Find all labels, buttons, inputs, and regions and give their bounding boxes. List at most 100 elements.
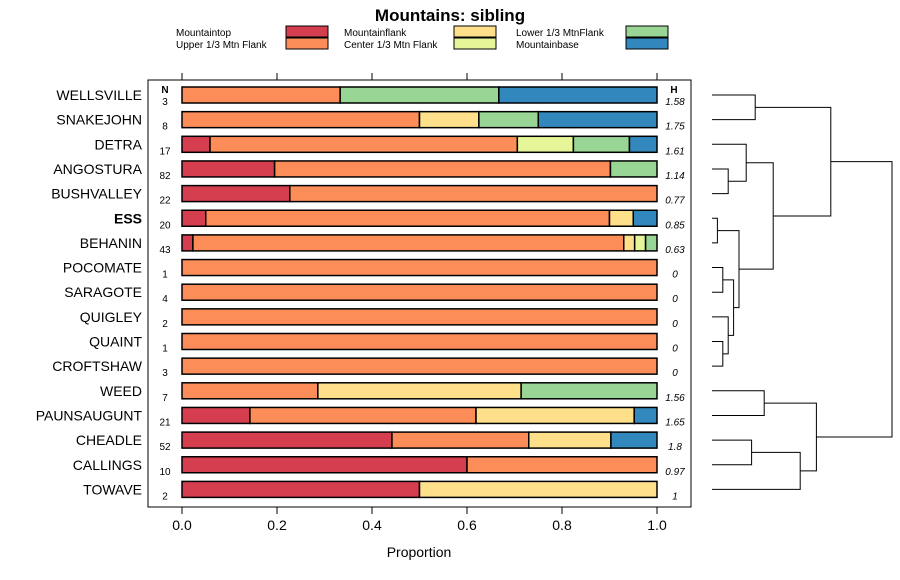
- bar-segment-weed-mountainflank: [317, 382, 522, 400]
- legend-label-upper: Upper 1/3 Mtn Flank: [176, 40, 268, 51]
- n-value-cheadle: 52: [159, 442, 171, 453]
- h-value-snakejohn: 1.75: [665, 122, 685, 133]
- bar-segment-snakejohn-mountainflank: [418, 110, 480, 129]
- h-value-towave: 1: [672, 491, 678, 502]
- chart-title: Mountains: sibling: [375, 6, 525, 25]
- bar-segment-behanin-mountaintop: [181, 234, 194, 252]
- x-tick-label-4: 0.8: [552, 517, 572, 533]
- n-value-paunsaugunt: 21: [159, 417, 171, 428]
- bar-segment-weed-lower: [520, 382, 658, 400]
- n-value-wellsville: 3: [162, 97, 168, 108]
- plot-frame: [147, 79, 692, 508]
- bar-segment-paunsaugunt-mountainflank: [475, 406, 635, 425]
- bar-segment-ess-mountainflank: [608, 209, 634, 227]
- bar-segment-detra-upper: [209, 135, 519, 154]
- bar-segment-angostura-mountaintop: [181, 160, 276, 178]
- category-label-behanin: BEHANIN: [80, 235, 142, 251]
- h-value-cheadle: 1.8: [668, 442, 682, 453]
- bar-segment-snakejohn-upper: [181, 110, 421, 129]
- legend-label-mountaintop: Mountaintop: [176, 28, 231, 39]
- n-value-quigley: 2: [162, 319, 168, 330]
- category-label-croftshaw: CROFTSHAW: [52, 358, 142, 374]
- h-value-callings: 0.97: [665, 467, 685, 478]
- legend-swatch-upper: [285, 37, 329, 50]
- legend-label-lower: Lower 1/3 MtnFlank: [516, 28, 605, 39]
- h-value-ess: 0.85: [665, 220, 685, 231]
- h-value-wellsville: 1.58: [665, 97, 685, 108]
- bar-segment-angostura-lower: [609, 160, 658, 178]
- legend-label-mountainflank: Mountainflank: [344, 28, 407, 39]
- h-value-saragote: 0: [672, 294, 678, 305]
- category-label-snakejohn: SNAKEJOHN: [56, 112, 142, 128]
- h-value-croftshaw: 0: [672, 368, 678, 379]
- bar-segment-towave-mountaintop: [181, 480, 421, 499]
- dendrogram-branch-5: [712, 341, 724, 367]
- bar-segment-wellsville-lower: [339, 86, 500, 104]
- bar-segment-paunsaugunt-upper: [249, 406, 477, 425]
- bar-segment-cheadle-mountainflank: [528, 431, 612, 449]
- dendrogram-branch-6: [712, 316, 729, 355]
- category-label-paunsaugunt: PAUNSAUGUNT: [36, 407, 143, 423]
- dendrogram-branch-2: [712, 143, 747, 182]
- n-value-weed: 7: [162, 393, 168, 404]
- n-value-ess: 20: [159, 220, 171, 231]
- bar-segment-callings-upper: [466, 456, 658, 474]
- bar-segment-towave-mountainflank: [418, 480, 658, 499]
- n-value-croftshaw: 3: [162, 368, 168, 379]
- legend-swatch-center: [453, 37, 497, 50]
- h-value-detra: 1.61: [665, 146, 684, 157]
- bar-segment-quigley-upper: [181, 308, 658, 326]
- category-label-quigley: QUIGLEY: [80, 309, 143, 325]
- bar-segment-pocomate-upper: [181, 258, 658, 277]
- bar-segment-croftshaw-upper: [181, 357, 658, 375]
- dendrogram-branch-9: [739, 162, 774, 270]
- dendrogram-branch-11: [712, 390, 765, 416]
- bars-group: [181, 86, 658, 499]
- category-label-wellsville: WELLSVILLE: [56, 87, 142, 103]
- n-value-pocomate: 1: [162, 270, 168, 281]
- x-tick-label-2: 0.4: [362, 517, 382, 533]
- x-tick-label-0: 0.0: [172, 517, 192, 533]
- category-label-weed: WEED: [100, 383, 142, 399]
- bar-segment-snakejohn-lower: [478, 110, 539, 129]
- n-column-header: N: [161, 85, 168, 96]
- h-value-pocomate: 0: [672, 270, 678, 281]
- bar-segment-quaint-upper: [181, 332, 658, 351]
- bar-segment-ess-mountainbase: [632, 209, 658, 227]
- legend-swatch-mountainbase: [625, 37, 669, 50]
- bar-segment-snakejohn-mountainbase: [537, 110, 658, 129]
- legend-swatch-lower: [625, 25, 669, 38]
- x-tick-label-3: 0.6: [457, 517, 477, 533]
- dendrogram-branch-15: [816, 161, 893, 438]
- n-value-saragote: 4: [162, 294, 168, 305]
- bar-segment-saragote-upper: [181, 283, 658, 301]
- category-label-angostura: ANGOSTURA: [53, 161, 142, 177]
- n-value-detra: 17: [159, 146, 171, 157]
- bar-segment-paunsaugunt-mountaintop: [181, 406, 251, 425]
- bar-segment-behanin-mountainflank: [623, 234, 636, 252]
- bar-segment-detra-mountainbase: [628, 135, 658, 154]
- dendrogram-branch-10: [755, 106, 832, 217]
- bar-segment-cheadle-mountainbase: [610, 431, 658, 449]
- bar-segment-detra-lower: [572, 135, 631, 154]
- bar-segment-cheadle-mountaintop: [181, 431, 393, 449]
- bar-segment-paunsaugunt-mountainbase: [633, 406, 658, 425]
- legend-swatch-mountainflank: [453, 25, 497, 38]
- bar-segment-callings-mountaintop: [181, 456, 468, 474]
- category-label-quaint: QUAINT: [89, 334, 142, 350]
- h-value-weed: 1.56: [665, 393, 685, 404]
- x-axis-title: Proportion: [387, 544, 452, 560]
- dendrogram-branch-0: [712, 94, 756, 121]
- dendrogram-branch-3: [712, 217, 718, 244]
- h-value-quigley: 0: [672, 319, 678, 330]
- n-value-behanin: 43: [159, 245, 171, 256]
- dendrogram-branch-4: [712, 267, 724, 293]
- category-label-detra: DETRA: [95, 136, 143, 152]
- dendrogram-branch-14: [764, 402, 817, 472]
- h-column-header: H: [670, 85, 677, 96]
- bar-segment-ess-mountaintop: [181, 209, 207, 227]
- category-label-pocomate: POCOMATE: [63, 260, 142, 276]
- h-value-behanin: 0.63: [665, 245, 685, 256]
